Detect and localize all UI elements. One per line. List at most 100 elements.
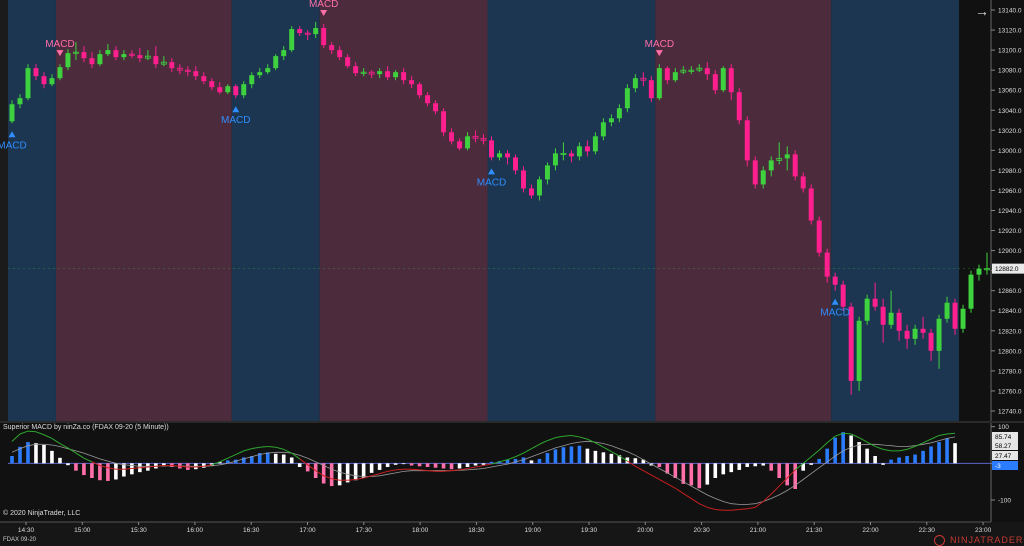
- price-axis-label: 12820.0: [998, 328, 1022, 335]
- candle-body: [632, 78, 638, 89]
- macd-histogram-bar: [817, 458, 821, 464]
- macd-histogram-bar: [50, 450, 54, 464]
- macd-histogram-bar: [633, 458, 638, 464]
- macd-line-segment: [395, 468, 404, 471]
- macd-line-segment: [595, 442, 604, 448]
- macd-histogram-bar: [769, 463, 774, 471]
- macd-line-segment: [555, 435, 564, 439]
- macd-line-segment: [659, 479, 668, 485]
- candle-body: [864, 298, 870, 321]
- macd-histogram-bar: [409, 463, 414, 466]
- macd-histogram-bar: [369, 463, 374, 473]
- macd-histogram-bar: [202, 463, 206, 468]
- macd-histogram-bar: [657, 463, 662, 467]
- price-axis-label: 12840.0: [998, 308, 1022, 315]
- time-axis-label: 16:00: [187, 527, 204, 534]
- candle-body: [888, 312, 894, 325]
- macd-line-segment: [683, 492, 692, 499]
- candle-body: [241, 84, 247, 96]
- candle-body: [768, 160, 774, 171]
- macd-histogram-bar: [321, 463, 326, 484]
- macd-line-segment: [858, 437, 868, 443]
- macd-histogram-bar: [265, 452, 270, 464]
- macd-histogram-bar: [489, 461, 494, 464]
- macd-line-segment: [579, 436, 588, 440]
- candle-body: [872, 298, 878, 307]
- macd-line-segment: [355, 477, 364, 480]
- macd-histogram-bar: [401, 463, 406, 465]
- time-axis-label: 21:30: [806, 527, 823, 534]
- time-axis-label: 17:30: [356, 527, 373, 534]
- macd-line-segment: [531, 443, 540, 450]
- buy-signal-label: MACD: [820, 308, 849, 319]
- macd-histogram-bar: [345, 463, 350, 483]
- macd-line-segment: [139, 466, 148, 469]
- macd-line-segment: [762, 493, 772, 502]
- macd-histogram-bar: [585, 448, 590, 464]
- time-axis-label: 14:30: [18, 527, 35, 534]
- macd-line-segment: [123, 467, 132, 470]
- candle-body: [736, 92, 742, 121]
- time-axis-label: 21:00: [750, 527, 767, 534]
- candle-body: [33, 68, 39, 77]
- candle-body: [505, 153, 510, 158]
- buy-signal-arrow: [232, 106, 240, 113]
- indicator-value-label: 58.27: [995, 443, 1012, 450]
- macd-histogram-bar: [609, 453, 614, 464]
- time-axis-background: [0, 522, 1024, 546]
- macd-histogram-bar: [289, 457, 294, 464]
- price-axis-label: 13060.0: [998, 88, 1022, 95]
- scroll-right-arrow-icon[interactable]: →: [975, 3, 989, 19]
- macd-histogram-bar: [641, 459, 646, 464]
- macd-histogram-bar: [873, 456, 877, 464]
- macd-histogram-bar: [849, 435, 853, 464]
- macd-line-segment: [810, 449, 820, 458]
- macd-histogram-bar: [529, 460, 534, 464]
- macd-line-segment: [635, 465, 644, 472]
- price-axis-label: 12940.0: [998, 208, 1022, 215]
- candle-body: [928, 332, 934, 351]
- macd-line-segment: [938, 433, 948, 436]
- macd-histogram-bar: [337, 463, 342, 486]
- macd-line-segment: [291, 452, 300, 460]
- macd-histogram-bar: [505, 459, 510, 464]
- macd-histogram-bar: [98, 463, 102, 481]
- candle-body: [89, 58, 95, 65]
- candle-body: [808, 188, 814, 221]
- macd-line-segment: [251, 446, 260, 450]
- macd-line-segment: [443, 470, 452, 472]
- macd-histogram-bar: [90, 463, 94, 478]
- macd-histogram-bar: [385, 463, 390, 467]
- brand-wordmark: NINJATRADER: [950, 535, 1024, 545]
- buy-signal-label: MACD: [221, 115, 250, 126]
- candle-body: [489, 140, 494, 158]
- macd-histogram-bar: [569, 446, 574, 464]
- indicator-title: Superior MACD by ninZa.co (FDAX 09-20 (5…: [3, 424, 169, 431]
- candle-body: [417, 84, 423, 96]
- macd-histogram-bar: [361, 463, 366, 478]
- time-axis-label: 15:30: [130, 527, 147, 534]
- macd-histogram-bar: [593, 450, 598, 464]
- macd-histogram-bar: [857, 442, 861, 464]
- candle-body: [896, 312, 902, 331]
- macd-histogram-bar: [305, 463, 310, 472]
- candle-body: [497, 153, 502, 158]
- macd-line-segment: [667, 483, 676, 489]
- candle-body: [720, 68, 726, 91]
- macd-line-segment: [387, 469, 396, 472]
- trend-band-down: [655, 0, 832, 421]
- candle-body: [121, 54, 127, 58]
- candle-body: [920, 328, 926, 333]
- candle-body: [401, 72, 407, 81]
- candle-body: [176, 67, 183, 71]
- macd-histogram-bar: [601, 452, 606, 464]
- macd-line-segment: [739, 508, 748, 511]
- macd-line-segment: [547, 437, 556, 442]
- time-axis-label: 23:00: [975, 527, 992, 534]
- buy-signal-label: MACD: [477, 177, 506, 188]
- macd-histogram-bar: [377, 463, 382, 470]
- macd-line-segment: [539, 440, 548, 445]
- candle-body: [976, 268, 982, 275]
- macd-histogram-bar: [913, 454, 917, 464]
